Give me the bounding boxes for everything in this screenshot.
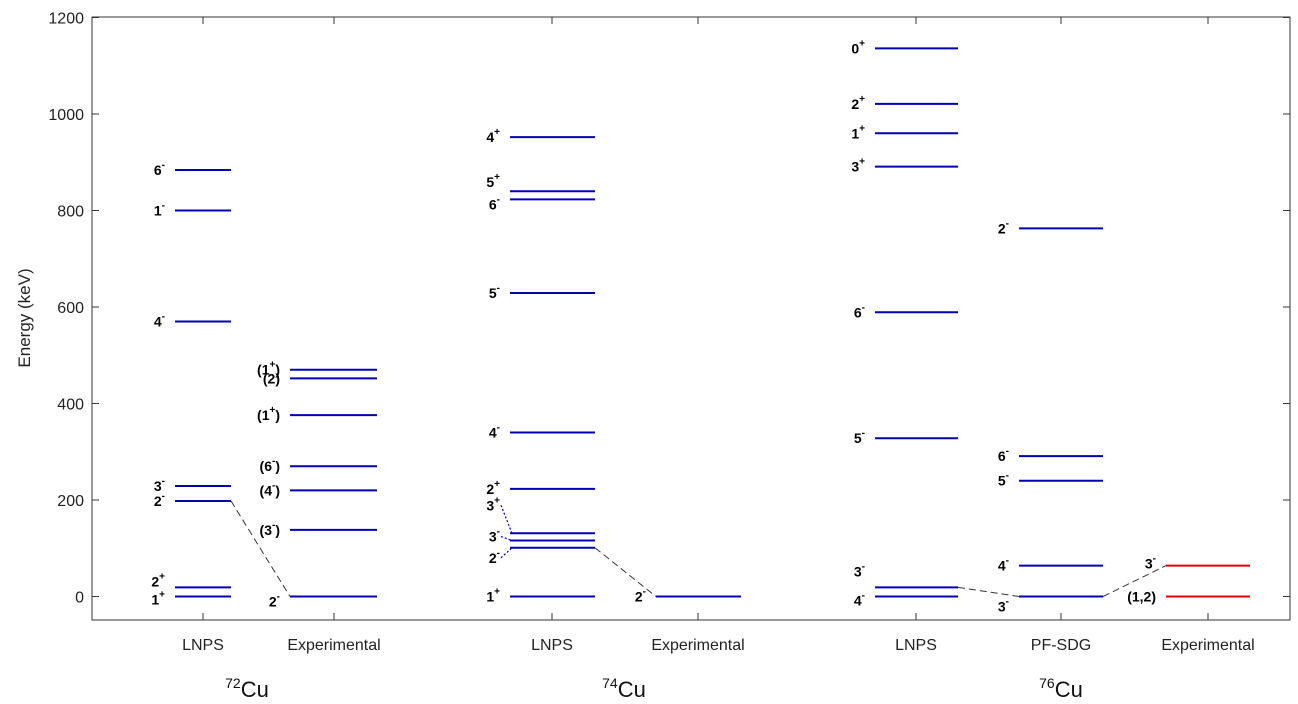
level-label: 6- xyxy=(998,446,1009,464)
levels: 1+2+2-3-4-1-6-2-(3-)(4-)(6-)(1+)(2)(1+)1… xyxy=(151,38,1250,615)
level-label: 5+ xyxy=(486,172,500,190)
level-label: 2+ xyxy=(851,94,865,112)
label-guide-line xyxy=(500,535,513,542)
level-label: 3+ xyxy=(851,157,865,175)
level-label: 1- xyxy=(154,201,165,219)
level-label: 2- xyxy=(489,548,500,566)
level-label: 4- xyxy=(489,422,500,440)
column-label: Experimental xyxy=(287,637,380,654)
level-label: 2+ xyxy=(151,571,165,589)
level-label: (6-) xyxy=(260,456,280,474)
level-label: (4-) xyxy=(260,480,280,498)
column-label: LNPS xyxy=(895,637,937,654)
connector-line xyxy=(1102,565,1167,597)
y-tick-label: 1200 xyxy=(48,11,84,28)
level-label: 1+ xyxy=(151,590,165,608)
level-label: 5- xyxy=(854,428,865,446)
level-label: 2- xyxy=(998,218,1009,236)
level-label: (3-) xyxy=(260,520,280,538)
level-label: 1+ xyxy=(851,123,865,141)
level-label: 3+ xyxy=(486,495,500,513)
nucleus-label: 76Cu xyxy=(1039,675,1083,702)
level-label: 4- xyxy=(154,311,165,329)
level-label: 4- xyxy=(998,556,1009,574)
level-label: 1+ xyxy=(486,587,500,605)
y-tick-label: 200 xyxy=(57,493,84,510)
level-label: 6- xyxy=(154,160,165,178)
level-label: 5- xyxy=(489,283,500,301)
level-label: 2- xyxy=(269,592,280,610)
level-label: 2- xyxy=(635,587,646,605)
column-label: Experimental xyxy=(1161,637,1254,654)
level-label: 0+ xyxy=(851,38,865,56)
nucleus-label: 72Cu xyxy=(225,675,269,702)
connector-line xyxy=(957,586,1020,597)
column-label: LNPS xyxy=(531,637,573,654)
label-guide-line xyxy=(500,547,513,559)
level-label: 2+ xyxy=(486,479,500,497)
level-label: (1+) xyxy=(257,360,280,378)
level-label: 3- xyxy=(154,476,165,494)
y-tick-label: 400 xyxy=(57,397,84,414)
y-axis: 0 200 400 600 800 1000 1200 xyxy=(48,11,1290,620)
level-label: (2) xyxy=(263,370,280,386)
y-tick-label: 800 xyxy=(57,204,84,221)
column-labels: LNPS Experimental LNPS Experimental LNPS PF-S… xyxy=(182,637,1255,654)
level-label: 4+ xyxy=(486,127,500,145)
level-label: 2- xyxy=(154,491,165,509)
level-label: 5- xyxy=(998,471,1009,489)
column-label: LNPS xyxy=(182,637,224,654)
level-label: 4- xyxy=(854,591,865,609)
plot-frame xyxy=(91,16,1291,621)
connector-line xyxy=(230,500,291,597)
y-axis-title: Energy (keV) xyxy=(15,268,34,367)
nucleus-label: 74Cu xyxy=(602,675,646,702)
column-label: PF-SDG xyxy=(1031,637,1091,654)
level-label: 3- xyxy=(998,597,1009,615)
level-label: (1,2) xyxy=(1127,589,1156,605)
level-label: 6- xyxy=(854,302,865,320)
level-label: 3- xyxy=(1145,554,1156,572)
connectors xyxy=(230,500,1167,597)
level-label: 3- xyxy=(489,527,500,545)
y-tick-label: 1000 xyxy=(48,107,84,124)
level-label: 3- xyxy=(854,561,865,579)
level-label: 6- xyxy=(489,194,500,212)
column-label: Experimental xyxy=(651,637,744,654)
label-guide-line xyxy=(500,505,513,534)
y-tick-label: 0 xyxy=(75,590,84,607)
connector-line xyxy=(594,547,657,597)
level-label: (1+) xyxy=(257,405,280,423)
y-tick-label: 600 xyxy=(57,300,84,317)
nucleus-labels: 72Cu 74Cu 76Cu xyxy=(225,675,1083,702)
